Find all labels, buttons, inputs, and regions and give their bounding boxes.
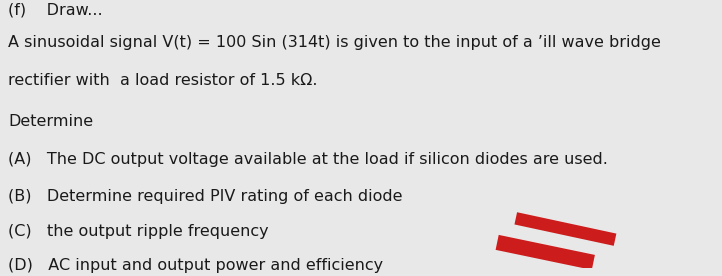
Text: Determine: Determine — [8, 114, 93, 129]
Text: A sinusoidal signal V(t) = 100 Sin (314t) is given to the input of a ʼill wave b: A sinusoidal signal V(t) = 100 Sin (314t… — [8, 35, 661, 51]
Text: (D)   AC input and output power and efficiency: (D) AC input and output power and effici… — [8, 258, 383, 274]
Text: (B)   Determine required PIV rating of each diode: (B) Determine required PIV rating of eac… — [8, 189, 403, 204]
Text: (f)    Draw...: (f) Draw... — [8, 2, 103, 17]
Text: (A)   The DC output voltage available at the load if silicon diodes are used.: (A) The DC output voltage available at t… — [8, 152, 608, 167]
Text: rectifier with  a load resistor of 1.5 kΩ.: rectifier with a load resistor of 1.5 kΩ… — [8, 73, 318, 88]
Text: (C)   the output ripple frequency: (C) the output ripple frequency — [8, 224, 269, 239]
